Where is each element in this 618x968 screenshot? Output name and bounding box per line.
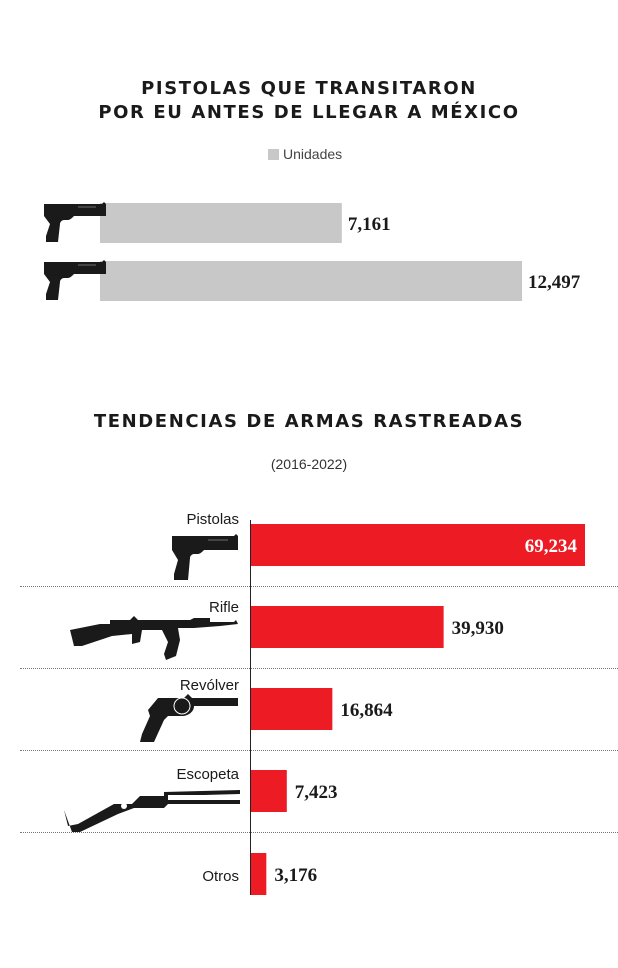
category-label-pistolas: Pistolas — [186, 511, 239, 528]
chart2-bar-otros — [251, 853, 267, 895]
chart1-title-line1: PISTOLAS QUE TRANSITARON — [141, 78, 477, 99]
category-label-revolver: Revólver — [179, 677, 239, 694]
row-divider — [20, 750, 618, 751]
row-divider — [20, 832, 618, 833]
chart2-value-label: 16,864 — [340, 700, 393, 721]
chart1-legend: Unidades — [268, 146, 342, 162]
row-divider — [20, 586, 618, 587]
revolver-icon — [140, 694, 238, 742]
pistol-icon — [172, 534, 238, 580]
chart1-bar — [100, 203, 342, 243]
category-label-rifle: Rifle — [208, 599, 239, 616]
chart1-value-label: 7,161 — [348, 214, 391, 235]
legend-swatch — [268, 148, 279, 160]
rifle-icon — [70, 616, 238, 660]
chart1-bar — [100, 261, 522, 301]
pistol-icon — [44, 202, 106, 242]
chart2-bar-revolver — [251, 688, 333, 730]
chart2-bar-rifle — [251, 606, 444, 648]
chart1-value-label: 12,497 — [528, 272, 581, 293]
chart2-value-label: 7,423 — [295, 782, 338, 803]
chart2-bar-escopeta — [251, 770, 287, 812]
shotgun-icon — [64, 790, 240, 832]
chart2-value-label: 3,176 — [274, 865, 317, 886]
chart1-title-line2: POR EU ANTES DE LLEGAR A MÉXICO — [98, 102, 520, 123]
legend-label: Unidades — [283, 146, 343, 162]
chart2-value-label: 39,930 — [452, 618, 504, 639]
chart2-value-label: 69,234 — [525, 536, 578, 557]
category-label-otros: Otros — [202, 868, 239, 885]
category-label-escopeta: Escopeta — [176, 766, 239, 783]
chart2-title: TENDENCIAS DE ARMAS RASTREADAS — [93, 411, 525, 432]
chart2-bar-pistolas — [251, 524, 585, 566]
chart2-subtitle: (2016-2022) — [270, 456, 348, 472]
row-divider — [20, 668, 618, 669]
pistol-icon — [44, 260, 106, 300]
